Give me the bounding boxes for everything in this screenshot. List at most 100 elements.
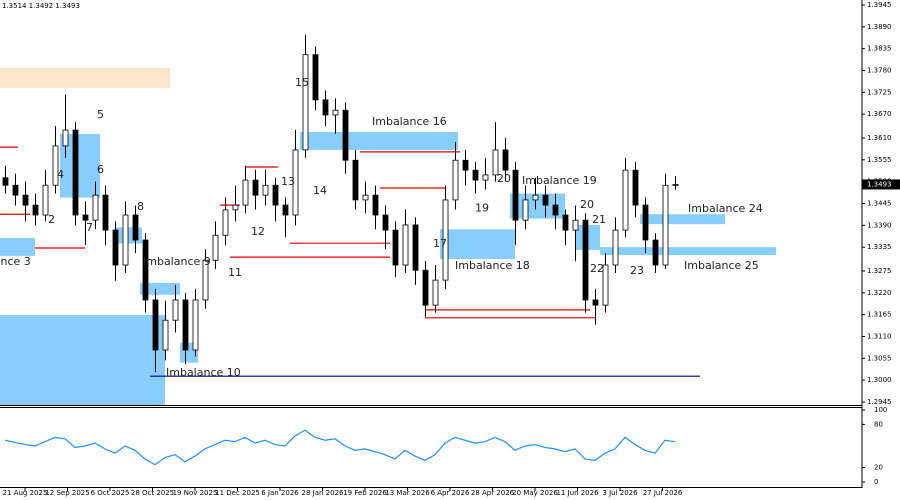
zone-label: Imbalance 18 bbox=[455, 259, 530, 272]
zone-label: 7 bbox=[86, 221, 93, 234]
header-quote: 1.3514 1.3492 1.3493 bbox=[2, 2, 80, 10]
osc-tick-label: 0 bbox=[874, 478, 878, 486]
zone-label: 21 bbox=[592, 213, 606, 226]
candle-body bbox=[42, 184, 49, 216]
candle-body bbox=[342, 109, 349, 161]
candle-body bbox=[462, 159, 469, 171]
candle-body bbox=[192, 299, 199, 351]
y-tick-label: 1.3670 bbox=[867, 110, 892, 118]
candle-body bbox=[62, 129, 69, 147]
candle-body bbox=[392, 229, 399, 266]
candle-body bbox=[352, 159, 359, 201]
candle-body bbox=[222, 209, 229, 236]
candle-body bbox=[472, 169, 479, 181]
candle-body bbox=[432, 279, 439, 306]
zone-label: 11 bbox=[228, 266, 242, 279]
y-tick-label: 1.3445 bbox=[867, 200, 892, 208]
x-tick-label: 19 Nov 2025 bbox=[173, 489, 218, 497]
candle-body bbox=[582, 219, 589, 301]
candle-body bbox=[162, 319, 169, 351]
candle-body bbox=[522, 199, 529, 221]
candle-body bbox=[482, 174, 489, 181]
x-tick-label: 12 Sep 2025 bbox=[45, 489, 89, 497]
candle-body bbox=[532, 194, 539, 201]
zone-label: 20 bbox=[497, 172, 511, 185]
candle-body bbox=[382, 214, 389, 231]
candle-body bbox=[322, 99, 329, 116]
imbalance-zone bbox=[0, 67, 170, 88]
y-tick-label: 1.3890 bbox=[867, 23, 892, 31]
candle-body bbox=[12, 184, 19, 196]
current-price-box bbox=[862, 179, 900, 190]
y-tick-label: 1.3945 bbox=[867, 1, 892, 9]
candle-body bbox=[132, 214, 139, 241]
candle-body bbox=[52, 145, 59, 186]
plot-area: Imbalance 3 2 4 5 6 7 8 Imbalance 9 11 Imbalance … bbox=[0, 34, 776, 406]
candle-body bbox=[112, 229, 119, 266]
y-tick-label: 1.3390 bbox=[867, 221, 892, 229]
x-tick-label: 28 Apr 2026 bbox=[471, 489, 515, 497]
candle-body bbox=[642, 204, 649, 241]
zone-label: 22 bbox=[590, 262, 604, 275]
candle-body bbox=[202, 259, 209, 301]
y-tick-label: 1.3275 bbox=[867, 267, 892, 275]
zone-label: 5 bbox=[97, 108, 104, 121]
x-tick-label: 11 Dec 2025 bbox=[215, 489, 260, 497]
candle-body bbox=[542, 194, 549, 206]
candle-body bbox=[452, 159, 459, 201]
y-tick-label: 1.3220 bbox=[867, 289, 892, 297]
current-price-label: 1.3493 bbox=[867, 180, 892, 188]
zone-label: 2 bbox=[48, 213, 55, 226]
zone-label: 12 bbox=[251, 225, 265, 238]
zone-label: 6 bbox=[97, 163, 104, 176]
candle-body bbox=[22, 194, 29, 206]
x-tick-label: 21 Aug 2025 bbox=[3, 489, 48, 497]
candle-body bbox=[422, 269, 429, 306]
candle-body bbox=[362, 194, 369, 201]
candle-body bbox=[142, 239, 149, 301]
candle-body bbox=[632, 169, 639, 206]
x-tick-label: 27 Jul 2026 bbox=[643, 489, 683, 497]
imbalance-zone bbox=[300, 132, 458, 150]
candle-body bbox=[92, 194, 99, 221]
imbalance-zone bbox=[640, 214, 725, 225]
zone-label: Imbalance 24 bbox=[688, 202, 763, 215]
y-tick-label: 1.2945 bbox=[867, 398, 892, 406]
imbalance-zone bbox=[0, 238, 35, 256]
osc-tick-label: 80 bbox=[874, 420, 883, 428]
zone-label: 4 bbox=[57, 168, 64, 181]
zone-label: 8 bbox=[137, 200, 144, 213]
zone-label: 20 bbox=[580, 198, 594, 211]
imbalance-zone bbox=[140, 282, 180, 295]
candle-body bbox=[232, 204, 239, 211]
candle-body bbox=[282, 204, 289, 216]
y-tick-label: 1.3055 bbox=[867, 354, 892, 362]
zone-label: Imbalance 16 bbox=[372, 115, 447, 128]
candle-body bbox=[492, 149, 499, 176]
candle-body bbox=[512, 169, 519, 221]
zone-label: 15 bbox=[295, 76, 309, 89]
candle-body bbox=[32, 204, 39, 216]
imbalance-zone bbox=[440, 229, 515, 260]
candle-body bbox=[102, 194, 109, 231]
candle-body bbox=[622, 169, 629, 231]
zone-label: Imbalance 10 bbox=[166, 366, 241, 379]
candle-body bbox=[672, 184, 679, 186]
candle-body bbox=[242, 179, 249, 206]
y-tick-label: 1.3610 bbox=[867, 134, 892, 142]
candle-body bbox=[252, 179, 259, 196]
candle-body bbox=[172, 299, 179, 321]
candle-body bbox=[502, 149, 509, 171]
x-tick-label: 6 Oct 2025 bbox=[91, 489, 130, 497]
candle-body bbox=[602, 264, 609, 306]
imbalance-zone bbox=[600, 247, 776, 256]
candle-body bbox=[612, 229, 619, 266]
candle-body bbox=[562, 214, 569, 231]
y-tick-label: 1.3000 bbox=[867, 376, 892, 384]
candle-body bbox=[182, 299, 189, 351]
osc-tick-label: 20 bbox=[874, 464, 883, 472]
candle-body bbox=[312, 54, 319, 101]
candle-body bbox=[332, 109, 339, 116]
x-tick-label: 20 May 2026 bbox=[512, 489, 558, 497]
